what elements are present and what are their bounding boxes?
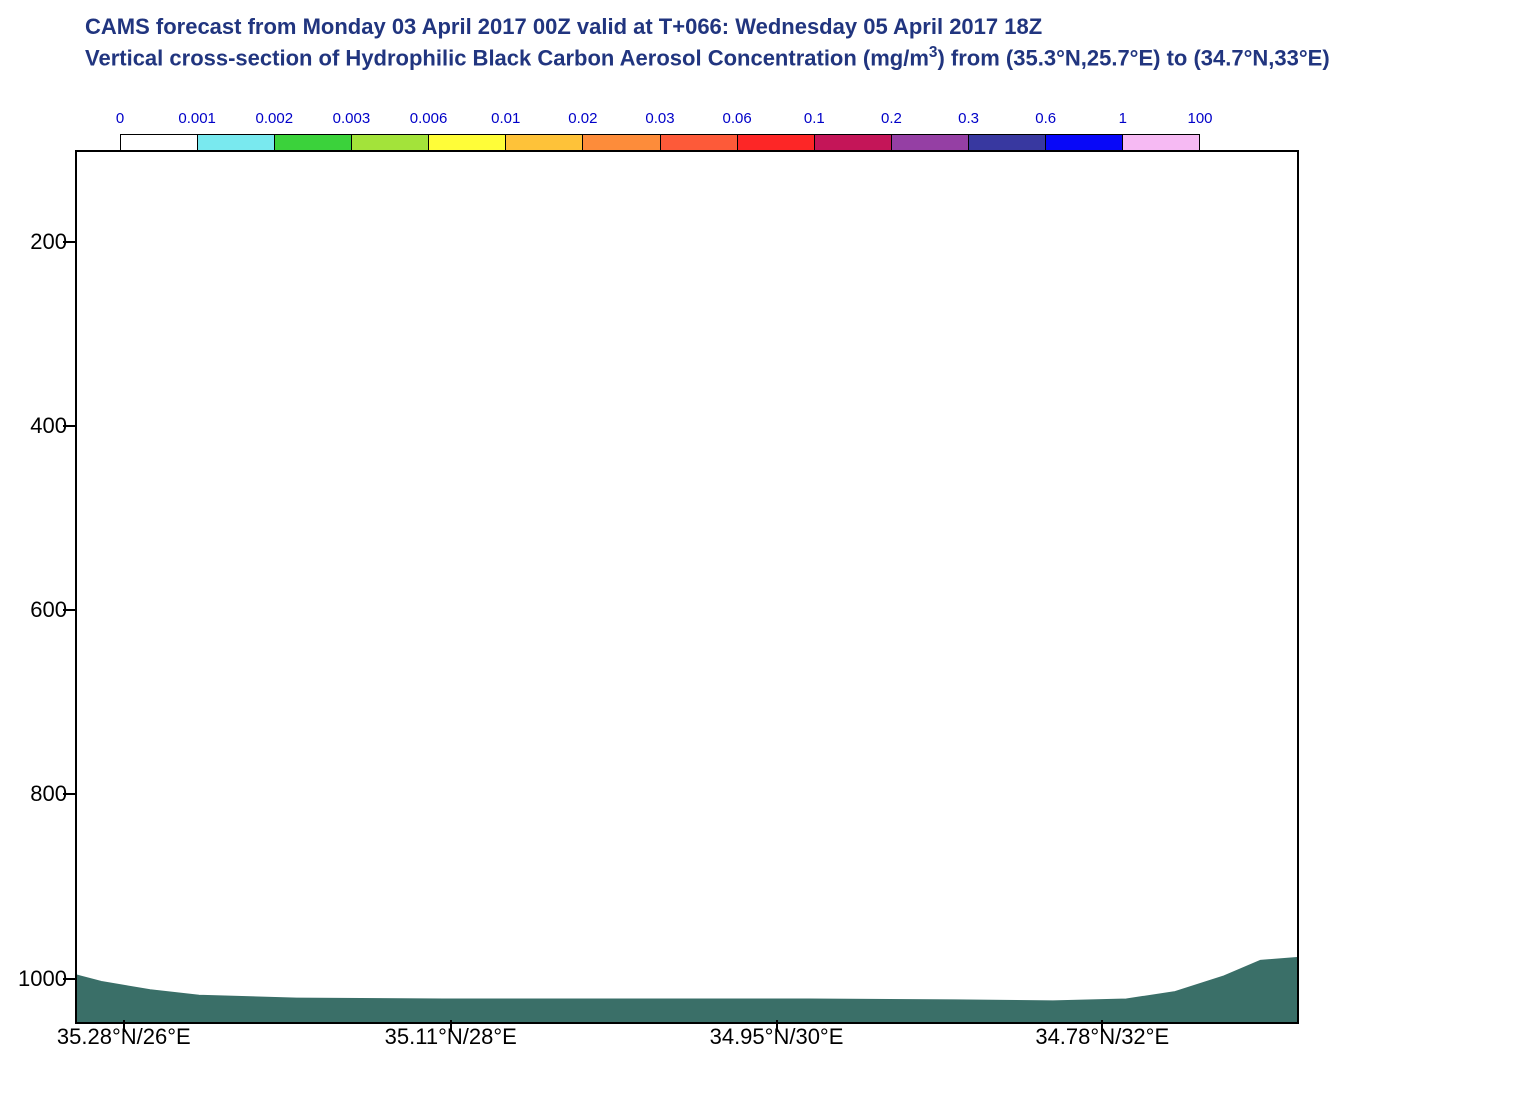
- colorbar-label: 0.6: [1035, 110, 1056, 127]
- colorbar-label: 0.02: [568, 110, 597, 127]
- chart-title-line1: CAMS forecast from Monday 03 April 2017 …: [85, 14, 1042, 40]
- colorbar-label: 0.1: [804, 110, 825, 127]
- colorbar-label: 1: [1119, 110, 1127, 127]
- y-tick-label: 1000: [7, 966, 67, 992]
- y-tick-mark: [63, 978, 75, 980]
- title2-prefix: Vertical cross-section of Hydrophilic Bl…: [85, 45, 929, 70]
- colorbar-label: 0.06: [723, 110, 752, 127]
- chart-page: { "titles": { "line1": "CAMS forecast fr…: [0, 0, 1513, 1101]
- title2-suffix: ) from (35.3°N,25.7°E) to (34.7°N,33°E): [937, 45, 1329, 70]
- colorbar-label: 0.003: [333, 110, 371, 127]
- y-tick-mark: [63, 609, 75, 611]
- y-tick-mark: [63, 793, 75, 795]
- plot-area: [75, 150, 1299, 1024]
- colorbar-label: 0.3: [958, 110, 979, 127]
- y-tick-mark: [63, 425, 75, 427]
- colorbar-label: 0.001: [178, 110, 216, 127]
- plot-svg: [77, 152, 1297, 1022]
- y-tick-mark: [63, 241, 75, 243]
- x-tick-mark: [123, 1020, 125, 1032]
- colorbar-label: 0.2: [881, 110, 902, 127]
- chart-title-line2: Vertical cross-section of Hydrophilic Bl…: [85, 44, 1330, 71]
- colorbar-label: 0.006: [410, 110, 448, 127]
- colorbar-label: 0.002: [256, 110, 294, 127]
- colorbar-label: 0.03: [645, 110, 674, 127]
- terrain-fill: [77, 958, 1297, 1022]
- colorbar-label: 0: [116, 110, 124, 127]
- y-tick-label: 800: [7, 781, 67, 807]
- colorbar-label: 100: [1187, 110, 1212, 127]
- x-tick-mark: [776, 1020, 778, 1032]
- y-tick-label: 200: [7, 229, 67, 255]
- x-tick-mark: [1101, 1020, 1103, 1032]
- y-tick-label: 600: [7, 597, 67, 623]
- colorbar-labels: 00.0010.0020.0030.0060.010.020.030.060.1…: [120, 110, 1200, 128]
- x-tick-mark: [450, 1020, 452, 1032]
- y-tick-label: 400: [7, 413, 67, 439]
- colorbar-label: 0.01: [491, 110, 520, 127]
